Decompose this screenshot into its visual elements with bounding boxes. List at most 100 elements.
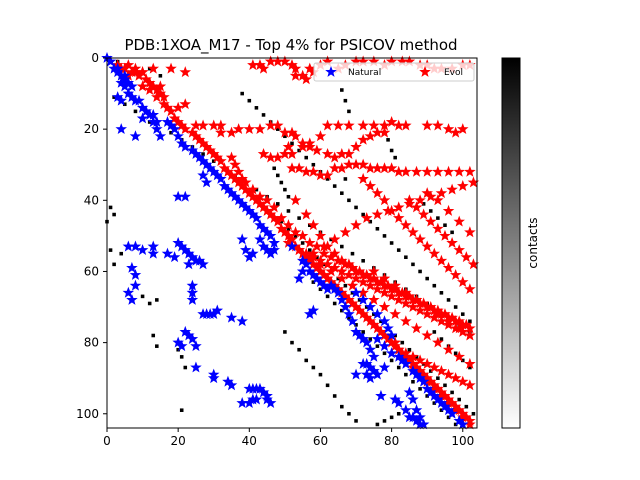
natural-point <box>129 279 142 291</box>
evol-point <box>464 226 476 238</box>
evol-point <box>364 272 377 284</box>
natural-point <box>172 130 184 142</box>
evol-point <box>343 148 355 159</box>
evol-point <box>421 187 433 199</box>
contact-cell <box>286 194 291 199</box>
evol-point <box>179 123 192 135</box>
contact-cell <box>361 259 365 263</box>
evol-point <box>215 126 227 138</box>
evol-point <box>336 272 348 284</box>
evol-point <box>357 158 369 170</box>
evol-point <box>414 194 426 206</box>
contact-cell <box>325 383 330 388</box>
evol-point <box>400 119 412 131</box>
y-tick-label: 0 <box>91 51 99 65</box>
contact-cell <box>379 319 383 324</box>
natural-point <box>136 244 149 256</box>
natural-point <box>446 407 458 419</box>
evol-point <box>254 123 266 135</box>
natural-point <box>168 123 181 135</box>
evol-point <box>435 254 448 266</box>
contact-cell <box>297 148 301 153</box>
evol-point <box>371 276 384 288</box>
contact-cell <box>460 312 465 316</box>
natural-point <box>129 268 142 280</box>
natural-point <box>332 286 345 298</box>
evol-point <box>410 293 423 305</box>
evol-point <box>449 268 462 280</box>
natural-point <box>126 261 138 273</box>
contact-cell <box>332 301 337 306</box>
contact-cell <box>275 127 280 131</box>
evol-point <box>446 236 458 248</box>
evol-point <box>282 219 295 231</box>
contact-cell <box>354 205 358 210</box>
evol-point <box>129 62 142 74</box>
natural-point <box>175 340 188 352</box>
natural-point <box>211 304 224 316</box>
evol-point <box>328 233 341 245</box>
natural-point <box>250 212 263 223</box>
contact-cell <box>147 120 152 124</box>
evol-point <box>239 176 252 188</box>
contact-cell <box>421 202 426 206</box>
evol-point <box>464 165 476 177</box>
evol-point <box>215 155 227 167</box>
natural-star-icon <box>325 65 337 77</box>
contact-cell <box>425 394 429 398</box>
evol-point <box>272 151 284 163</box>
evol-point <box>368 119 380 131</box>
evol-point <box>350 219 362 231</box>
evol-point <box>464 379 476 391</box>
evol-point <box>325 265 337 277</box>
contact-cell <box>283 330 287 334</box>
contact-cell <box>183 365 188 370</box>
contact-cell <box>119 251 124 256</box>
natural-point <box>215 172 227 184</box>
x-tick-label: 0 <box>103 434 111 448</box>
evol-star-icon <box>419 65 431 77</box>
natural-point <box>147 247 160 259</box>
contact-cell <box>293 234 298 238</box>
evol-point <box>318 240 330 252</box>
natural-point <box>378 340 391 352</box>
evol-point <box>453 244 465 256</box>
legend: Natural Evol <box>313 62 475 82</box>
evol-point <box>442 315 455 327</box>
contact-cell <box>443 383 447 388</box>
contact-cell <box>340 88 344 92</box>
contact-cell <box>340 308 344 313</box>
contact-cell <box>311 365 316 370</box>
evol-point <box>136 80 149 92</box>
evol-point <box>389 308 401 320</box>
natural-point <box>457 418 469 430</box>
evol-point <box>336 254 348 266</box>
evol-point <box>314 229 327 241</box>
natural-point <box>197 258 209 270</box>
natural-point <box>129 240 142 252</box>
evol-point <box>364 180 377 191</box>
contact-cell <box>432 283 437 288</box>
evol-point <box>449 126 462 138</box>
natural-point <box>417 375 430 387</box>
evol-point <box>346 279 359 291</box>
evol-point <box>289 226 302 238</box>
contact-cell <box>279 180 284 185</box>
contact-cell <box>329 237 333 242</box>
natural-point <box>179 190 192 202</box>
evol-point <box>350 265 362 277</box>
evol-point <box>414 304 426 316</box>
natural-series <box>101 51 469 430</box>
natural-point <box>385 347 398 359</box>
natural-point <box>236 315 248 327</box>
contact-cell <box>368 337 373 341</box>
contact-cell <box>332 184 337 188</box>
evol-point <box>464 357 476 369</box>
y-tick-label: 100 <box>76 407 99 421</box>
evol-point <box>460 251 473 263</box>
evol-point <box>432 336 444 348</box>
y-tick-label: 40 <box>84 193 99 207</box>
evol-point <box>357 268 369 280</box>
contact-cell <box>354 419 358 423</box>
